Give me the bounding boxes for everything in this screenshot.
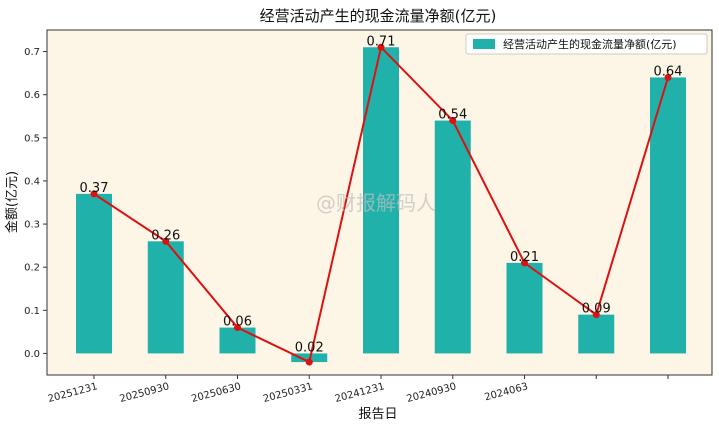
data-label: 0.21 (510, 250, 539, 265)
watermark: @财报解码人 (316, 191, 436, 215)
x-tick-label: 20250331 (262, 381, 314, 405)
legend-swatch (473, 39, 495, 49)
y-axis: 0.0 0.1 0.2 0.3 0.4 0.5 0.6 0.7 (24, 47, 47, 360)
y-tick-label: 0.6 (24, 90, 40, 101)
x-tick-label: 20250630 (190, 381, 242, 405)
bar (76, 193, 112, 354)
y-tick-label: 0.3 (24, 220, 40, 231)
data-label: 0.64 (654, 64, 683, 79)
x-tick-label: 20251231 (47, 381, 99, 405)
data-label: 0.09 (582, 302, 611, 317)
bar (506, 262, 543, 354)
bar (219, 327, 256, 354)
y-tick-label: 0.5 (24, 133, 40, 144)
data-label: 0.26 (151, 228, 180, 243)
bar (434, 120, 471, 354)
x-axis: 20251231 20250930 20250630 20250331 20241231… (47, 375, 669, 405)
legend-box (465, 33, 708, 55)
line-point (305, 358, 313, 366)
line-point (234, 324, 241, 332)
y-tick-label: 0.1 (24, 306, 40, 317)
line-series (90, 43, 672, 366)
line-point (521, 259, 528, 267)
chart-title: 经营活动产生的现金流量净额(亿元) (260, 7, 497, 25)
data-label: 0.02 (295, 340, 324, 355)
y-tick-label: 0.7 (24, 47, 40, 58)
line-point (377, 43, 385, 51)
x-tick-label: 2024063 (483, 381, 529, 403)
x-tick-label: 20250930 (119, 381, 171, 405)
data-label: 0.06 (223, 315, 252, 330)
data-labels: 0.37 0.26 0.06 0.02 0.71 0.54 0.21 0.09 0.64 (80, 34, 683, 355)
x-axis-title: 报告日 (358, 407, 397, 422)
y-axis-title: 金额(亿元) (4, 171, 20, 233)
line-point (664, 73, 672, 81)
line-point (449, 117, 457, 125)
y-tick-label: 0.4 (24, 176, 40, 187)
legend-label: 经营活动产生的现金流量净额(亿元) (503, 37, 677, 51)
y-tick-label: 0.0 (24, 349, 40, 360)
data-label: 0.37 (80, 181, 109, 196)
x-tick-label: 20240930 (406, 381, 458, 405)
bar (650, 77, 686, 354)
x-tick-label: 20241231 (334, 381, 386, 405)
line-point (90, 190, 98, 198)
line-point (592, 311, 600, 319)
legend: 经营活动产生的现金流量净额(亿元) (465, 33, 708, 55)
data-label: 0.54 (438, 108, 467, 123)
data-label: 0.71 (367, 34, 396, 49)
bar (147, 241, 184, 354)
line-point (162, 237, 170, 245)
bar (578, 314, 615, 354)
y-tick-label: 0.2 (24, 263, 40, 274)
